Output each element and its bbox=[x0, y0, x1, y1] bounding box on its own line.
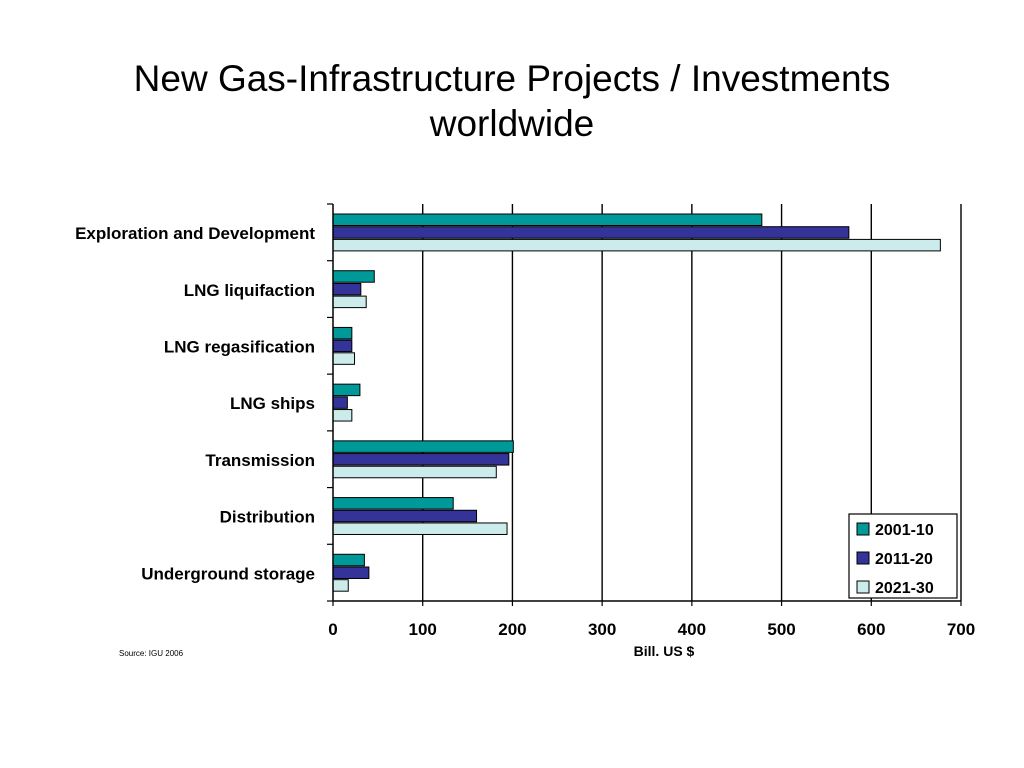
bar-2021-30-6 bbox=[332, 579, 349, 592]
x-tick-label-0: 0 bbox=[328, 620, 337, 639]
legend-swatch-1 bbox=[856, 551, 870, 565]
legend-swatch-2 bbox=[856, 580, 870, 594]
bar-2001-10-6 bbox=[332, 553, 365, 567]
category-label-6: Underground storage bbox=[141, 564, 315, 583]
bar-2001-10-5 bbox=[332, 497, 454, 510]
bar-2001-10-1 bbox=[332, 270, 375, 283]
x-tick-label-400: 400 bbox=[678, 620, 706, 639]
category-labels: Exploration and Development LNG liquifact… bbox=[75, 224, 315, 583]
slide-title-line-2: worldwide bbox=[429, 103, 595, 144]
tick-labels: 0 100 200 300 400 500 600 700 bbox=[328, 620, 975, 639]
x-tick-label-300: 300 bbox=[588, 620, 616, 639]
bar-2001-10-2 bbox=[332, 326, 353, 340]
bar-2001-10-4 bbox=[332, 440, 514, 453]
bar-2021-30-2 bbox=[332, 352, 356, 365]
legend-label-2: 2021-30 bbox=[875, 580, 934, 597]
bar-2011-20-4 bbox=[332, 453, 510, 466]
legend-label-0: 2001-10 bbox=[875, 522, 934, 539]
x-tick-label-600: 600 bbox=[857, 620, 885, 639]
x-axis-title: Bill. US $ bbox=[634, 643, 695, 659]
slide-title: New Gas-Infrastructure Projects / Invest… bbox=[0, 56, 1024, 146]
axes bbox=[327, 203, 962, 606]
source-note: Source: IGU 2006 bbox=[119, 649, 184, 658]
bar-2021-30-1 bbox=[332, 295, 367, 309]
bar-2021-30-0 bbox=[332, 238, 941, 252]
bars bbox=[332, 213, 941, 592]
category-label-3: LNG ships bbox=[230, 394, 315, 413]
category-label-5: Distribution bbox=[220, 508, 315, 527]
x-tick-label-200: 200 bbox=[498, 620, 526, 639]
category-label-0: Exploration and Development bbox=[75, 224, 315, 243]
bar-2001-10-3 bbox=[332, 383, 361, 397]
category-label-2: LNG regasification bbox=[164, 337, 315, 356]
legend-label-1: 2011-20 bbox=[875, 551, 933, 568]
bar-2021-30-5 bbox=[332, 522, 508, 535]
bar-2001-10-0 bbox=[332, 213, 763, 226]
legend-swatch-0 bbox=[856, 522, 870, 536]
bar-2011-20-5 bbox=[332, 509, 478, 523]
legend: 2001-10 2011-20 2021-30 bbox=[848, 513, 958, 599]
x-tick-label-100: 100 bbox=[409, 620, 437, 639]
category-label-1: LNG liquifaction bbox=[184, 281, 315, 300]
bar-2011-20-0 bbox=[332, 226, 850, 239]
bar-2011-20-2 bbox=[332, 339, 353, 353]
bar-2011-20-1 bbox=[332, 282, 362, 296]
bar-2011-20-6 bbox=[332, 566, 370, 579]
bar-2011-20-3 bbox=[332, 396, 348, 409]
bar-2021-30-4 bbox=[332, 465, 497, 479]
x-tick-label-500: 500 bbox=[767, 620, 795, 639]
bar-2021-30-3 bbox=[332, 409, 353, 422]
slide-title-line-1: New Gas-Infrastructure Projects / Invest… bbox=[133, 58, 891, 99]
x-tick-label-700: 700 bbox=[947, 620, 975, 639]
category-label-4: Transmission bbox=[205, 451, 315, 470]
